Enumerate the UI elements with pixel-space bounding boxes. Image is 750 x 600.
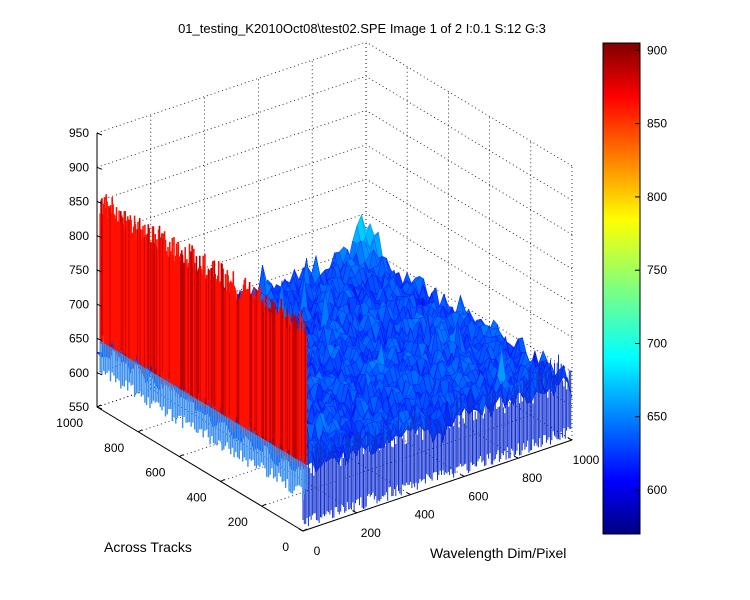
x-tick-label: 400 [415, 508, 435, 522]
z-tick-mark [96, 303, 103, 307]
y-tick-label: 1000 [56, 416, 83, 430]
colorbar-tick-label: 900 [647, 43, 667, 57]
z-tick-mark [96, 166, 103, 170]
wall-grid-z [96, 75, 367, 168]
z-tick-mark [96, 269, 103, 273]
x-tick-mark [298, 528, 304, 532]
y-tick-label: 800 [104, 441, 124, 455]
x-tick-mark [513, 455, 519, 459]
z-tick-label: 800 [69, 229, 89, 243]
y-tick-mark [137, 429, 143, 433]
x-tick-label: 200 [361, 526, 381, 540]
y-tick-mark [220, 478, 225, 482]
side-grid-z [365, 41, 573, 167]
x-tick-mark [352, 510, 358, 514]
y-tick-mark [96, 404, 102, 408]
side-grid-z [365, 144, 573, 270]
z-tick-mark [96, 235, 103, 239]
y-axis-line [96, 406, 304, 532]
colorbar-tick-label: 800 [647, 190, 667, 204]
colorbar-tick-label: 700 [647, 337, 667, 351]
side-grid-z [365, 178, 573, 304]
y-tick-label: 200 [228, 515, 248, 529]
colorbar-ticks: 600 650 700 750 800 850 900 [635, 43, 667, 497]
tick-labels: 0 200 400 600 800 1000 0 200 400 600 800 1000 550 600… [56, 126, 599, 558]
colorbar-tick-label: 750 [647, 263, 667, 277]
x-tick-mark [460, 473, 465, 477]
wall-grid-z [96, 247, 367, 339]
colorbar-tick-label: 650 [647, 410, 667, 424]
side-grid-z [365, 247, 573, 372]
colorbar-tick-label: 600 [647, 483, 667, 497]
floor-grid-x [150, 388, 358, 514]
wall-grid-z [96, 178, 367, 271]
y-tick-label: 600 [145, 466, 165, 480]
z-tick-label: 900 [69, 160, 89, 174]
y-tick-label: 400 [187, 490, 207, 504]
z-tick-label: 650 [69, 332, 89, 346]
y-tick-mark [302, 528, 308, 532]
y-tick-mark [179, 454, 184, 458]
y-tick-label: 0 [282, 540, 289, 554]
chart-title: 01_testing_K2010Oct08\test02.SPE Image 1… [178, 21, 546, 36]
side-grid-z [365, 75, 573, 201]
y-tick-mark [261, 503, 267, 507]
z-tick-mark [96, 406, 103, 410]
wall-grid-z [96, 144, 367, 237]
wall-grid-z [96, 110, 367, 202]
x-axis-label: Wavelength Dim/Pixel [430, 545, 566, 561]
z-tick-label: 550 [69, 400, 89, 414]
z-tick-mark [96, 372, 103, 376]
side-grid-z [365, 110, 573, 235]
z-tick-label: 600 [69, 366, 89, 380]
z-tick-mark [96, 132, 103, 136]
wall-grid-z [96, 212, 367, 305]
x-tick-mark [406, 492, 411, 496]
x-axis-line [302, 439, 573, 532]
x-tick-label: 600 [468, 489, 488, 503]
z-tick-label: 850 [69, 195, 89, 209]
x-tick-mark [567, 437, 573, 441]
z-tick-mark [96, 201, 103, 204]
x-tick-label: 0 [314, 544, 321, 558]
colorbar [602, 42, 641, 535]
z-tick-label: 700 [69, 297, 89, 311]
x-tick-label: 800 [522, 471, 542, 485]
colorbar-tick-label: 850 [647, 117, 667, 131]
wall-grid-z [96, 41, 367, 134]
x-tick-label: 1000 [573, 453, 600, 467]
y-axis-label: Across Tracks [104, 539, 192, 555]
z-tick-label: 750 [69, 263, 89, 277]
surface [96, 194, 573, 527]
z-tick-label: 950 [69, 126, 89, 140]
z-tick-mark [96, 338, 103, 341]
side-grid-z [365, 212, 573, 338]
